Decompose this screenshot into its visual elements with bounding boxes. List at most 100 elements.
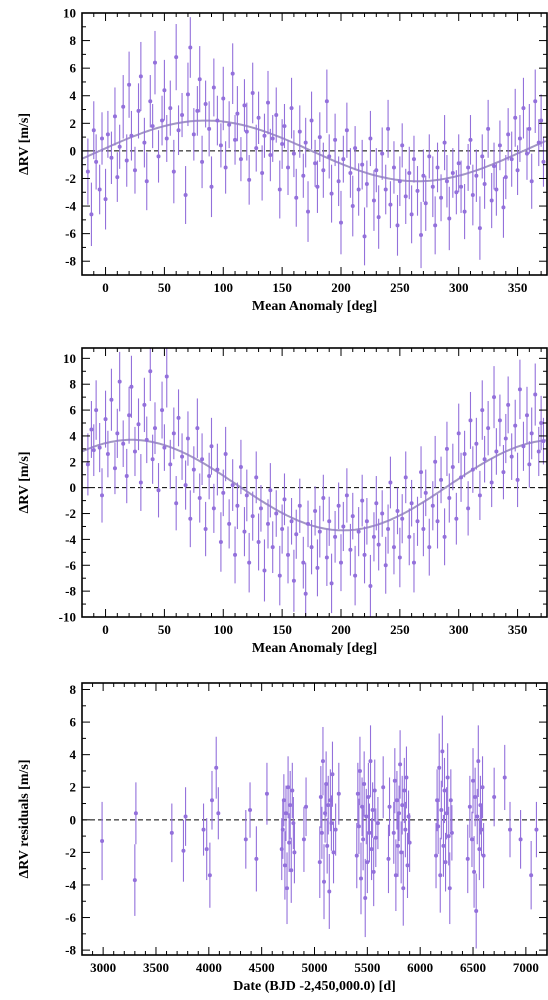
point-marker [191, 132, 196, 137]
point-marker [94, 408, 99, 413]
point-marker [256, 539, 261, 544]
data-point [363, 858, 368, 938]
point-marker [374, 168, 379, 173]
x-tick-label: 6500 [460, 960, 486, 975]
y-tick-label: 2 [70, 780, 77, 795]
point-marker [533, 392, 538, 397]
point-marker [479, 827, 484, 832]
data-point [409, 185, 414, 244]
point-marker [191, 467, 196, 472]
point-marker [360, 804, 365, 809]
point-marker [297, 503, 302, 508]
data-point [250, 62, 255, 124]
data-point [407, 508, 412, 566]
x-tick-label: 0 [102, 280, 109, 295]
data-point [115, 152, 120, 202]
data-point [286, 139, 291, 196]
point-marker [270, 545, 275, 550]
data-point [454, 492, 459, 545]
point-marker [439, 195, 444, 200]
point-marker [85, 462, 90, 467]
data-point [394, 770, 399, 830]
point-marker [215, 118, 220, 123]
point-marker [264, 791, 269, 796]
data-point [533, 363, 538, 426]
point-marker [274, 511, 279, 516]
point-marker [197, 496, 202, 501]
data-point [301, 806, 306, 872]
point-marker [386, 126, 391, 131]
data-point [197, 46, 202, 113]
data-point [282, 104, 287, 149]
data-point [380, 127, 385, 180]
data-point [321, 474, 326, 522]
point-marker [132, 168, 137, 173]
data-point [407, 813, 412, 872]
point-marker [315, 184, 320, 189]
y-tick-label: 8 [70, 377, 77, 392]
point-marker [329, 821, 334, 826]
data-point [277, 160, 282, 219]
point-marker [357, 768, 362, 773]
point-marker [204, 847, 209, 852]
data-point [356, 163, 361, 216]
point-marker [509, 454, 514, 459]
data-point [144, 416, 149, 464]
data-point [127, 386, 132, 444]
data-point [109, 131, 114, 184]
point-marker [100, 838, 105, 843]
point-marker [256, 115, 261, 120]
point-marker [477, 493, 482, 498]
point-marker [492, 795, 497, 800]
point-marker [103, 417, 108, 422]
point-marker [402, 788, 407, 793]
data-point [283, 785, 288, 841]
data-point [336, 762, 341, 825]
point-marker [348, 547, 353, 552]
data-point [254, 451, 259, 504]
y-tick-label: -6 [65, 226, 76, 241]
data-point [97, 164, 102, 215]
data-point [529, 407, 534, 460]
data-point [341, 135, 346, 183]
data-point [393, 839, 398, 912]
data-point [391, 801, 396, 864]
data-point [294, 168, 299, 227]
data-point [456, 134, 461, 193]
data-point [297, 105, 302, 158]
point-marker [277, 187, 282, 192]
point-marker [450, 170, 455, 175]
point-marker [477, 226, 482, 231]
point-marker [121, 104, 126, 109]
data-point [475, 788, 480, 845]
point-marker [324, 781, 329, 786]
data-point [260, 145, 265, 201]
point-marker [286, 552, 291, 557]
point-marker [477, 847, 482, 852]
point-marker [195, 426, 200, 431]
data-point [280, 800, 285, 859]
x-tick-label: 50 [158, 280, 171, 295]
point-marker [306, 209, 311, 214]
data-point [372, 759, 377, 822]
point-marker [183, 814, 188, 819]
data-point [227, 101, 232, 149]
point-marker [326, 803, 331, 808]
data-point [355, 762, 360, 825]
point-marker [109, 155, 114, 160]
data-point [256, 513, 261, 571]
data-point [320, 726, 325, 796]
point-marker [380, 151, 385, 156]
data-point [482, 159, 487, 209]
point-marker [369, 847, 374, 852]
y-tick-label: -10 [59, 610, 76, 625]
point-marker [180, 454, 185, 459]
data-point [470, 164, 475, 226]
point-marker [474, 173, 479, 178]
data-point [433, 196, 438, 255]
point-marker [534, 827, 539, 832]
y-axis-label: ΔRV [m/s] [17, 113, 32, 175]
data-point [506, 108, 511, 161]
point-marker [309, 545, 314, 550]
point-marker [365, 860, 370, 865]
